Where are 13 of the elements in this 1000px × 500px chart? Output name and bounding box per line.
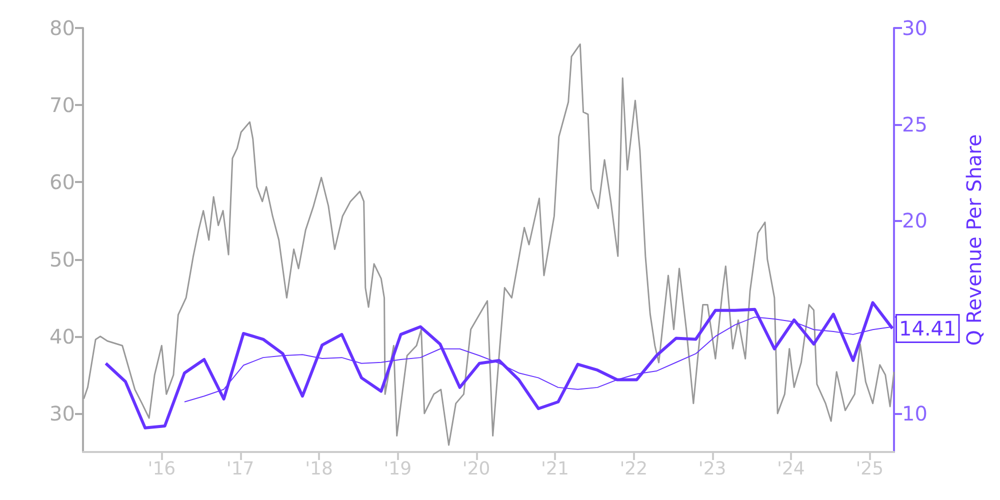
y2-axis-title: Q Revenue Per Share [962, 134, 986, 346]
y-tick-label: 60 [50, 170, 75, 194]
y-tick-label: 80 [50, 16, 75, 40]
y-tick-label: 40 [50, 324, 75, 348]
y2-tick-label: 20 [902, 208, 928, 233]
y-tick-label: 70 [50, 93, 75, 118]
y2-tick-label: 25 [902, 112, 928, 136]
y2-tick-label: 10 [902, 401, 928, 426]
y2-tick-label: 30 [902, 16, 928, 40]
text: 14.41 [899, 316, 956, 340]
line-series [83, 43, 895, 446]
y-tick-label: 30 [50, 401, 75, 426]
y-tick-label: 50 [50, 247, 75, 272]
